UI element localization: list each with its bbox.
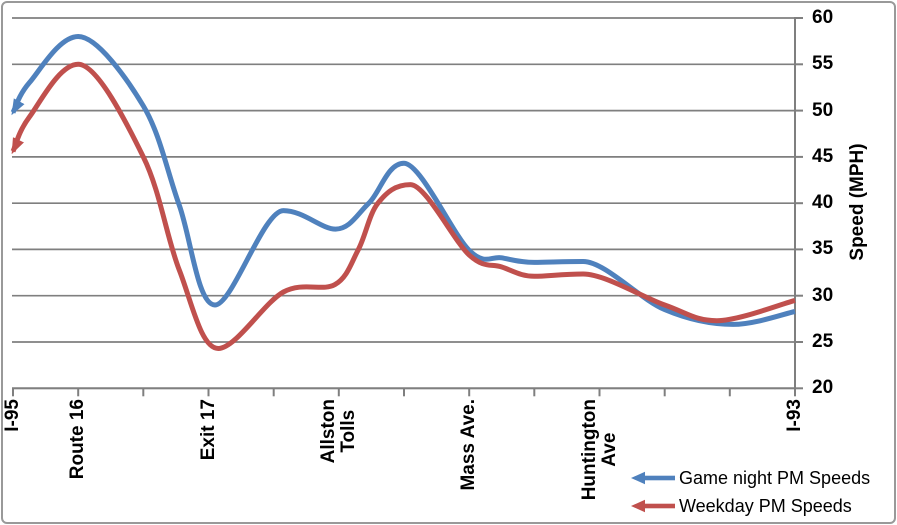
y-tick-label-35: 35 [812,238,834,259]
legend-label: Weekday PM Speeds [679,495,852,516]
left-arrow-icon [631,499,675,513]
series-line-game-night [10,33,796,327]
y-tick-label-45: 45 [812,146,834,167]
x-tick-label-route-16: Route 16 [67,399,88,480]
x-tick-label-i-95: I-95 [2,399,23,432]
legend-item-game-night: Game night PM Speeds [630,464,870,492]
x-tick-label-allston-tolls: Allston Tolls [318,399,359,464]
y-tick-label-50: 50 [812,100,834,121]
legend: Game night PM Speeds Weekday PM Speeds [630,464,870,520]
y-tick-label-60: 60 [812,7,834,28]
left-arrow-icon [631,471,675,485]
y-tick-label-20: 20 [812,377,834,398]
legend-item-weekday: Weekday PM Speeds [630,492,870,520]
x-tick-label-huntington-ave: Huntington Ave [579,399,620,501]
y-axis-title: Speed (MPH) [847,143,868,261]
series-line-weekday [10,61,796,352]
y-tick-label-30: 30 [812,285,834,306]
x-tick-label-mass-ave-: Mass Ave. [458,399,479,491]
y-tick-label-40: 40 [812,192,834,213]
legend-label: Game night PM Speeds [679,467,871,488]
y-tick-label-25: 25 [812,331,834,352]
x-tick-label-i-93: I-93 [784,399,805,432]
x-tick-label-exit-17: Exit 17 [198,399,219,461]
y-tick-label-55: 55 [812,53,834,74]
